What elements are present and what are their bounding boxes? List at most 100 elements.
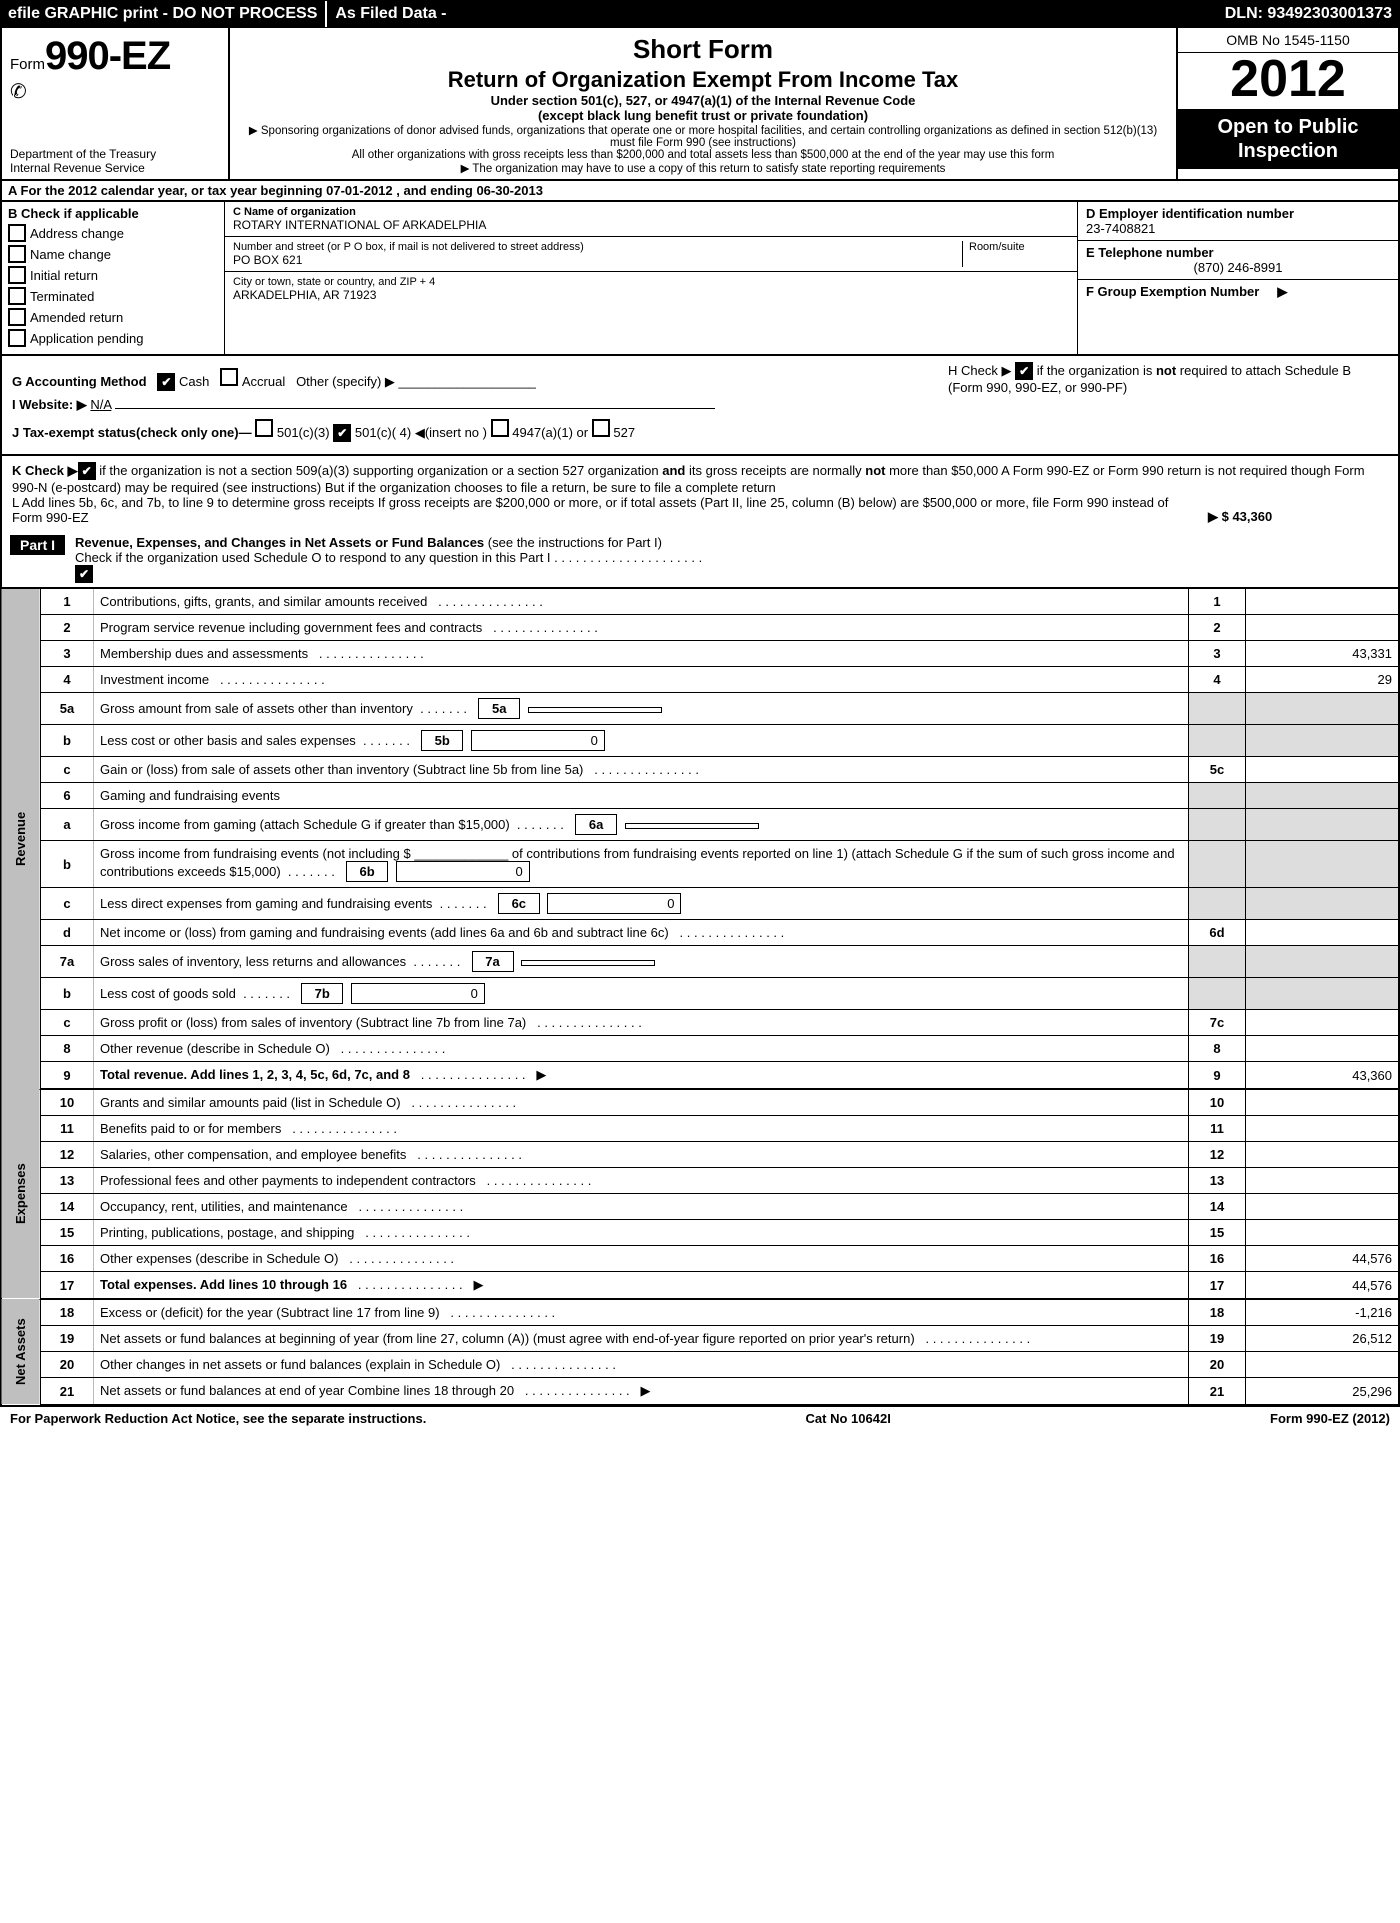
chk-cash[interactable]: ✔ [157,373,175,391]
open-public-badge: Open to Public Inspection [1178,109,1398,169]
section-d-e-f: D Employer identification number 23-7408… [1077,202,1398,354]
line-number: 21 [41,1378,94,1406]
sub-label: 5a [478,698,520,719]
line-no-cell: 4 [1189,667,1246,693]
line-number: 10 [41,1089,94,1116]
org-name: ROTARY INTERNATIONAL OF ARKADELPHIA [233,218,486,232]
line-text: Gross amount from sale of assets other t… [94,693,1189,725]
section-a: A For the 2012 calendar year, or tax yea… [0,181,1400,202]
chk-address-change[interactable] [8,224,26,242]
chk-amended[interactable] [8,308,26,326]
org-address: PO BOX 621 [233,253,962,267]
period-begin: 07-01-2012 [326,183,393,198]
table-row: 3Membership dues and assessments . . . .… [1,641,1399,667]
line-number: 2 [41,615,94,641]
line-no-cell [1189,888,1246,920]
sub-label: 6c [498,893,540,914]
chk-terminated[interactable] [8,287,26,305]
line-text: Excess or (deficit) for the year (Subtra… [94,1299,1189,1326]
part1-label: Part I [10,535,65,555]
sub-value [521,960,655,966]
line-number: d [41,920,94,946]
line-no-cell: 12 [1189,1142,1246,1168]
form-number: Form990-EZ [10,34,220,79]
line-number: 7a [41,946,94,978]
line-no-cell [1189,809,1246,841]
line-no-cell: 21 [1189,1378,1246,1406]
line-text: Benefits paid to or for members . . . . … [94,1116,1189,1142]
c-addr-label: Number and street (or P O box, if mail i… [233,241,962,253]
part1-check-line: Check if the organization used Schedule … [75,550,702,565]
line-value [1246,1352,1400,1378]
line-no-cell [1189,946,1246,978]
chk-name-change[interactable] [8,245,26,263]
sub-label: 6a [575,814,617,835]
line-no-cell: 17 [1189,1272,1246,1300]
chk-501c[interactable]: ✔ [333,424,351,442]
chk-pending[interactable] [8,329,26,347]
chk-4947[interactable] [491,419,509,437]
line-number: 9 [41,1062,94,1090]
table-row: 11Benefits paid to or for members . . . … [1,1116,1399,1142]
chk-accrual[interactable] [220,368,238,386]
line-text: Net assets or fund balances at end of ye… [94,1378,1189,1406]
line-number: 15 [41,1220,94,1246]
line-g: G Accounting Method ✔ Cash Accrual Other… [12,368,928,391]
table-row: Net Assets18Excess or (deficit) for the … [1,1299,1399,1326]
line-number: a [41,809,94,841]
k-and: and [662,463,685,478]
chk-527[interactable] [592,419,610,437]
header-note-3: ▶ The organization may have to use a cop… [240,161,1166,175]
line-h: H Check ▶ ✔ if the organization is not r… [928,362,1388,448]
table-row: 19Net assets or fund balances at beginni… [1,1326,1399,1352]
section-c: C Name of organization ROTARY INTERNATIO… [225,202,1077,354]
line-value [1246,1089,1400,1116]
ein-label: D Employer identification number [1086,206,1294,221]
dept-block: Department of the Treasury Internal Reve… [10,147,220,175]
line-number: 8 [41,1036,94,1062]
line-text: Contributions, gifts, grants, and simila… [94,589,1189,615]
table-row: 14Occupancy, rent, utilities, and mainte… [1,1194,1399,1220]
h-text1: H Check ▶ [948,363,1011,378]
sub-label: 7a [472,951,514,972]
form-990ez-page: efile GRAPHIC print - DO NOT PROCESS As … [0,0,1400,1430]
sub-value: 0 [396,861,530,882]
ghij-block: G Accounting Method ✔ Cash Accrual Other… [0,356,1400,456]
chk-501c3[interactable] [255,419,273,437]
lbl-terminated: Terminated [30,289,94,304]
line-no-cell: 15 [1189,1220,1246,1246]
sub-value: 0 [351,983,485,1004]
c-city-label: City or town, state or country, and ZIP … [233,276,435,288]
short-form-heading: Short Form [240,34,1166,65]
lbl-501c3: 501(c)(3) [277,425,330,440]
line-no-cell: 8 [1189,1036,1246,1062]
lbl-initial-return: Initial return [30,268,98,283]
line-text: Less direct expenses from gaming and fun… [94,888,1189,920]
line-no-cell: 14 [1189,1194,1246,1220]
g-label: G Accounting Method [12,374,147,389]
line-no-cell [1189,725,1246,757]
form-num: 990-EZ [45,34,170,78]
tax-year: 2012 [1178,53,1398,109]
chk-schedule-o[interactable]: ✔ [75,565,93,583]
section-a-pre: A For the 2012 calendar year, or tax yea… [8,183,326,198]
line-text: Total revenue. Add lines 1, 2, 3, 4, 5c,… [94,1062,1189,1090]
line-number: c [41,888,94,920]
sub-value: 0 [471,730,605,751]
line-value [1246,841,1400,888]
line-text: Printing, publications, postage, and shi… [94,1220,1189,1246]
lbl-527: 527 [613,425,635,440]
b-header: B Check if applicable [8,206,139,221]
line-no-cell [1189,978,1246,1010]
k-text2: its gross receipts are normally [685,463,865,478]
chk-k[interactable]: ✔ [78,462,96,480]
chk-initial-return[interactable] [8,266,26,284]
org-block: B Check if applicable Address change Nam… [0,202,1400,356]
line-number: 6 [41,783,94,809]
line-i: I Website: ▶ N/A [12,397,928,413]
chk-h[interactable]: ✔ [1015,362,1033,380]
line-text: Net assets or fund balances at beginning… [94,1326,1189,1352]
table-row: 2Program service revenue including gover… [1,615,1399,641]
line-no-cell: 2 [1189,615,1246,641]
line-value: 26,512 [1246,1326,1400,1352]
